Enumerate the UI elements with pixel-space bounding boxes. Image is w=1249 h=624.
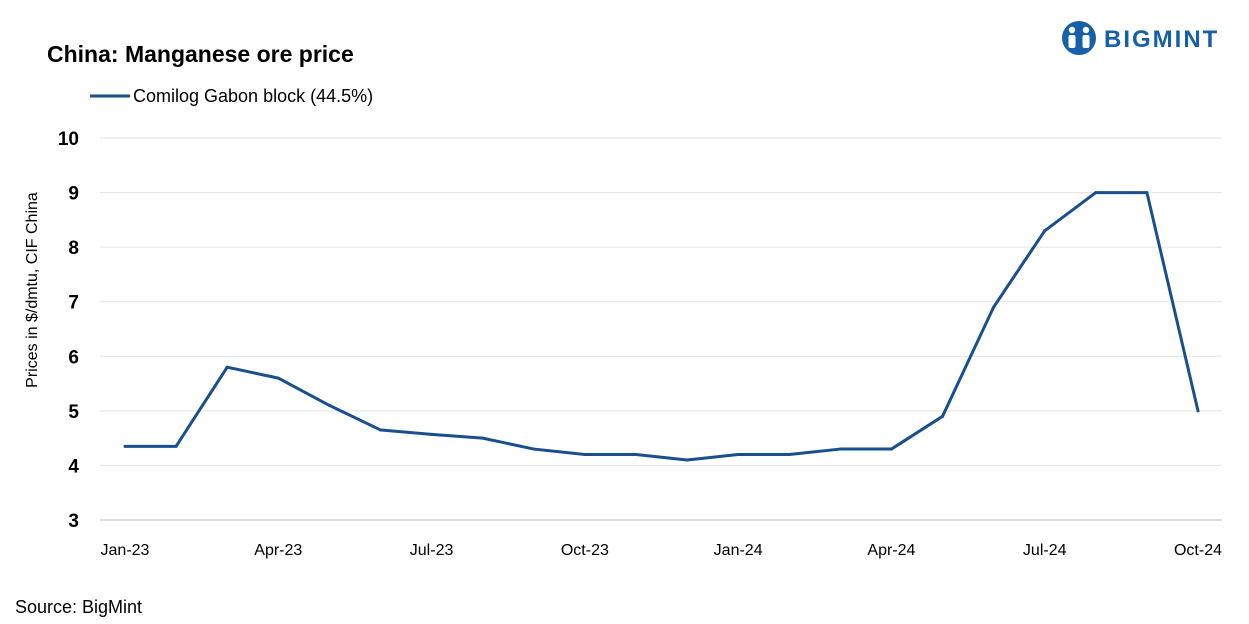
- data-point: [174, 444, 178, 448]
- data-point: [225, 365, 229, 369]
- data-point: [378, 428, 382, 432]
- data-point: [941, 414, 945, 418]
- chart-title: China: Manganese ore price: [47, 41, 354, 67]
- data-point: [838, 447, 842, 451]
- grid: [100, 137, 1222, 521]
- bigmint-logo: BIGMINT: [1062, 21, 1219, 55]
- x-tick-label: Oct-24: [1174, 542, 1222, 559]
- series-group: [123, 191, 1200, 462]
- y-tick-label: 9: [68, 184, 79, 205]
- legend: Comilog Gabon block (44.5%): [90, 86, 373, 106]
- data-point: [1043, 229, 1047, 233]
- data-point: [481, 436, 485, 440]
- data-point: [1145, 191, 1149, 195]
- data-point: [1094, 191, 1098, 195]
- x-tick-label: Oct-23: [561, 542, 609, 559]
- y-tick-label: 3: [68, 511, 79, 532]
- x-tick-label: Jul-24: [1023, 542, 1067, 559]
- y-axis: 3 4 5 6 7 8 9 10: [58, 129, 80, 532]
- logo-icon: [1062, 21, 1096, 55]
- data-point: [430, 432, 434, 436]
- data-point: [583, 453, 587, 457]
- x-tick-label: Jul-23: [410, 542, 454, 559]
- y-tick-label: 6: [68, 347, 79, 368]
- y-tick-label: 7: [68, 293, 79, 314]
- data-point: [685, 458, 689, 462]
- y-axis-label: Prices in $/dmtu, CIF China: [24, 192, 41, 388]
- data-point: [327, 403, 331, 407]
- x-axis: Jan-23 Apr-23 Jul-23 Oct-23 Jan-24 Apr-24 Jul-…: [101, 542, 1223, 559]
- x-tick-label: Apr-24: [867, 542, 915, 559]
- y-tick-label: 4: [68, 456, 79, 477]
- data-point: [992, 305, 996, 309]
- legend-label: Comilog Gabon block (44.5%): [133, 86, 373, 106]
- data-point: [634, 453, 638, 457]
- source-note: Source: BigMint: [15, 597, 142, 617]
- data-point: [787, 453, 791, 457]
- y-tick-label: 8: [68, 238, 79, 259]
- data-point: [123, 444, 127, 448]
- x-tick-label: Jan-23: [101, 542, 150, 559]
- data-point: [276, 376, 280, 380]
- x-tick-label: Jan-24: [714, 542, 763, 559]
- data-point: [532, 447, 536, 451]
- y-tick-label: 5: [68, 402, 79, 423]
- x-tick-label: Apr-23: [254, 542, 302, 559]
- series-line: [125, 191, 1200, 462]
- data-point: [889, 447, 893, 451]
- logo-text: BIGMINT: [1104, 26, 1219, 53]
- data-point: [1196, 409, 1200, 413]
- data-point: [736, 453, 740, 457]
- y-tick-label: 10: [58, 129, 79, 150]
